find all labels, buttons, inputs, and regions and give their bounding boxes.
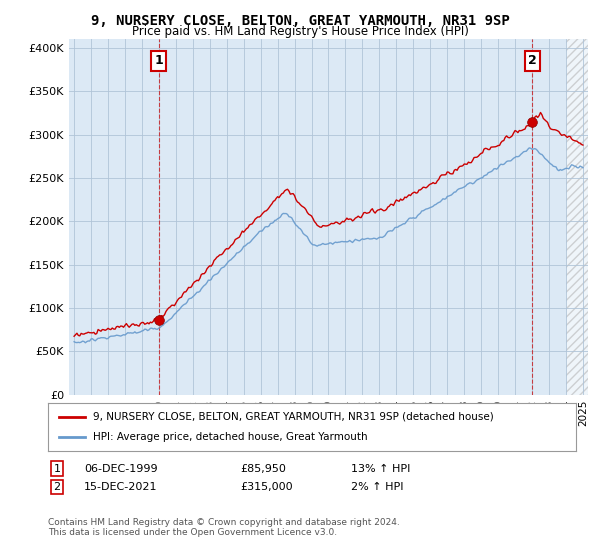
Text: 1: 1: [53, 464, 61, 474]
Text: 06-DEC-1999: 06-DEC-1999: [84, 464, 158, 474]
Bar: [566, 39, 588, 395]
Text: 1: 1: [155, 54, 163, 67]
Text: 2% ↑ HPI: 2% ↑ HPI: [351, 482, 404, 492]
Text: 9, NURSERY CLOSE, BELTON, GREAT YARMOUTH, NR31 9SP: 9, NURSERY CLOSE, BELTON, GREAT YARMOUTH…: [91, 14, 509, 28]
Bar: [566, 39, 588, 395]
Text: 15-DEC-2021: 15-DEC-2021: [84, 482, 157, 492]
Text: 2: 2: [527, 54, 536, 67]
Text: £315,000: £315,000: [240, 482, 293, 492]
Text: 2: 2: [53, 482, 61, 492]
Text: HPI: Average price, detached house, Great Yarmouth: HPI: Average price, detached house, Grea…: [93, 432, 368, 442]
Text: £85,950: £85,950: [240, 464, 286, 474]
Text: Contains HM Land Registry data © Crown copyright and database right 2024.
This d: Contains HM Land Registry data © Crown c…: [48, 518, 400, 538]
Text: Price paid vs. HM Land Registry's House Price Index (HPI): Price paid vs. HM Land Registry's House …: [131, 25, 469, 38]
Text: 9, NURSERY CLOSE, BELTON, GREAT YARMOUTH, NR31 9SP (detached house): 9, NURSERY CLOSE, BELTON, GREAT YARMOUTH…: [93, 412, 494, 422]
Text: 13% ↑ HPI: 13% ↑ HPI: [351, 464, 410, 474]
